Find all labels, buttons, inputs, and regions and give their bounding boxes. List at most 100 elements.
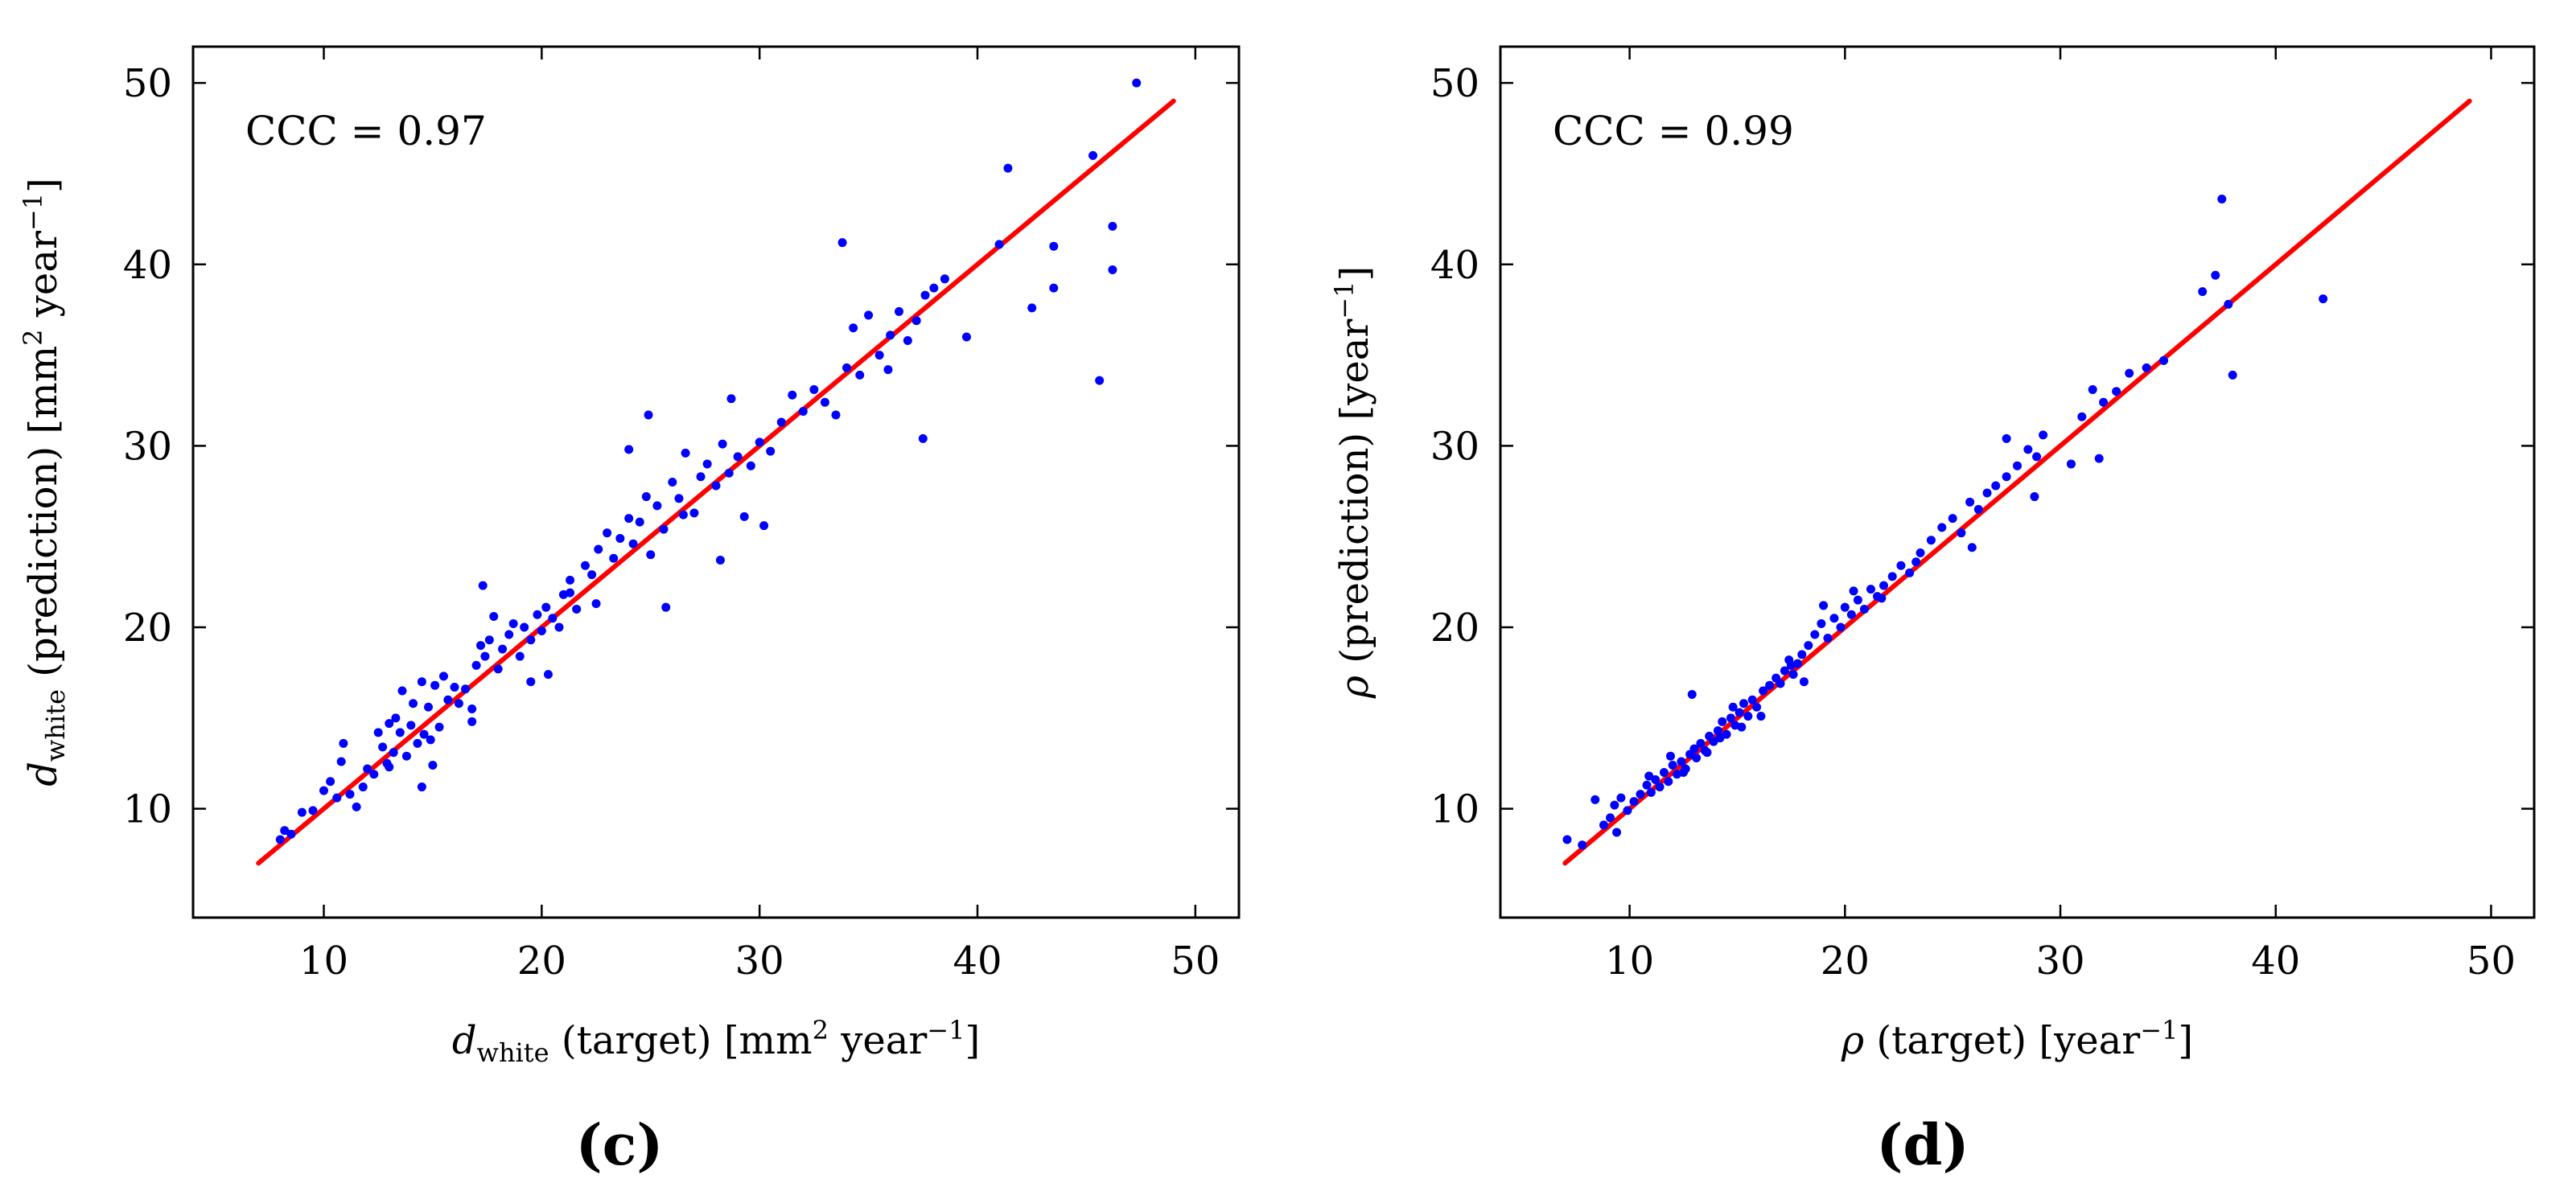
data-point xyxy=(352,802,361,811)
data-point xyxy=(759,521,769,531)
data-point xyxy=(886,331,895,340)
x-axis-symbol: d xyxy=(452,1018,477,1063)
data-point xyxy=(413,738,422,748)
data-point xyxy=(1804,641,1813,651)
data-point xyxy=(319,786,328,795)
data-point xyxy=(624,445,634,454)
data-point xyxy=(1849,586,1858,596)
data-point xyxy=(1709,737,1718,746)
data-point xyxy=(426,735,435,745)
data-point xyxy=(1737,722,1747,732)
data-point xyxy=(1747,695,1757,704)
data-point xyxy=(1819,601,1829,610)
data-point xyxy=(430,680,440,690)
data-point xyxy=(1786,660,1796,670)
data-point xyxy=(1655,782,1665,792)
y-tick-label: 30 xyxy=(123,424,172,469)
x-axis-text2: year xyxy=(829,1018,927,1063)
data-point xyxy=(1967,543,1977,552)
data-point xyxy=(1049,241,1059,251)
data-point xyxy=(641,492,651,502)
data-point xyxy=(581,561,590,570)
y-tick-label: 20 xyxy=(123,606,172,651)
x-axis-sup2: −1 xyxy=(927,1015,965,1045)
x-tick-label: 50 xyxy=(1171,939,1220,984)
data-point xyxy=(526,635,536,645)
data-point xyxy=(1823,634,1833,643)
data-point xyxy=(776,417,786,427)
data-point xyxy=(515,651,525,661)
x-tick-label: 10 xyxy=(299,939,348,984)
x-axis-symbol: ρ xyxy=(1841,1018,1864,1063)
data-point xyxy=(308,806,318,815)
data-point xyxy=(1965,497,1975,507)
data-point xyxy=(1616,793,1626,803)
data-point xyxy=(480,651,490,661)
x-axis-text2: ] xyxy=(2178,1018,2193,1063)
data-point xyxy=(417,782,426,792)
chart-panel-d: 10 20 30 40 50 10 20 30 40 50 CCC = 0.99 ρ (targe… xyxy=(1329,45,2536,1178)
data-point xyxy=(2077,412,2087,421)
data-point xyxy=(1664,777,1673,787)
data-point xyxy=(424,702,433,712)
data-point xyxy=(1562,835,1572,844)
data-point xyxy=(883,365,893,375)
data-point xyxy=(533,610,542,619)
data-point xyxy=(820,397,829,407)
data-point xyxy=(520,622,529,632)
data-point xyxy=(1612,828,1622,837)
data-point xyxy=(615,533,625,543)
data-point xyxy=(1629,797,1639,807)
data-point xyxy=(724,468,734,478)
data-point xyxy=(594,544,603,554)
y-axis-subscript: white xyxy=(40,689,71,762)
data-point xyxy=(1926,536,1936,545)
data-point xyxy=(1836,622,1846,632)
data-point xyxy=(2198,287,2208,297)
data-point xyxy=(755,437,764,447)
data-point xyxy=(476,641,485,651)
data-point xyxy=(1677,757,1686,766)
data-point xyxy=(498,644,508,654)
data-point xyxy=(1797,650,1807,659)
data-point xyxy=(1642,780,1652,790)
data-point xyxy=(378,742,388,752)
panel-label-c: (c) xyxy=(576,1111,664,1178)
x-tick-label: 40 xyxy=(953,939,1002,984)
x-tick-label: 30 xyxy=(2036,939,2085,984)
data-point xyxy=(566,575,575,585)
panel-label-d: (d) xyxy=(1876,1111,1969,1178)
y-axis-text: (prediction) [year xyxy=(1332,319,1377,676)
data-point xyxy=(1756,712,1766,721)
y-tick-label: 50 xyxy=(123,61,172,106)
data-point xyxy=(369,770,379,779)
data-point xyxy=(454,699,463,709)
data-point xyxy=(358,782,368,792)
data-point xyxy=(635,517,644,527)
data-point xyxy=(1734,708,1744,717)
data-point xyxy=(397,686,407,696)
data-point xyxy=(1853,595,1862,605)
data-point xyxy=(940,274,949,284)
data-point xyxy=(624,514,634,524)
data-point xyxy=(689,508,699,518)
data-point xyxy=(918,433,928,443)
plot-area-frame xyxy=(1499,45,2536,919)
data-point xyxy=(961,332,971,342)
data-point xyxy=(1646,787,1656,797)
data-point xyxy=(2099,397,2109,407)
data-point xyxy=(903,336,912,346)
ccc-annotation: CCC = 0.99 xyxy=(1553,108,1794,154)
data-point xyxy=(326,777,335,787)
data-point xyxy=(572,604,582,614)
data-point xyxy=(855,370,865,380)
data-point xyxy=(543,670,553,680)
data-points xyxy=(1562,195,2328,850)
data-point xyxy=(609,553,619,563)
data-point xyxy=(1132,78,1142,88)
data-point xyxy=(715,556,725,565)
data-point xyxy=(911,316,921,326)
data-point xyxy=(1692,753,1702,762)
data-point xyxy=(2088,384,2097,394)
data-point xyxy=(391,713,401,723)
